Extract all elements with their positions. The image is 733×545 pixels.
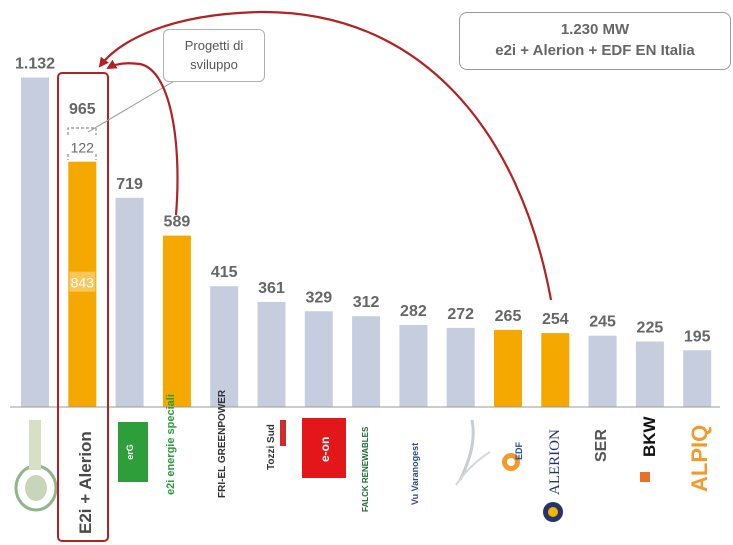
logo-ser: SER: [593, 429, 610, 462]
value-label-10: 265: [495, 308, 522, 325]
development-projects-box: Progetti di sviluppo: [163, 29, 265, 82]
bar-12-ser: [588, 335, 617, 407]
bar-9-unnamed: [446, 327, 475, 407]
value-labels-group: 1.132 965 719 589 415 361 329 312 282 272 265 254 24…: [15, 56, 711, 346]
stack-bracket: [67, 127, 97, 160]
stack-base-label-bg: [69, 271, 96, 292]
value-label-5: 361: [258, 280, 285, 297]
bar-11-alerion: [541, 333, 570, 407]
bar-5-tozzi-sud: [257, 301, 286, 407]
arrow-e2i-dev-to-e2i: [106, 59, 179, 216]
logo-edf: EDF: [502, 441, 524, 471]
bar-6-e-on: [304, 311, 333, 407]
logo-varanogest: Vu Varanogest: [410, 443, 420, 505]
callout-value: 1.230 MW: [560, 21, 630, 38]
logo-edf-text: EDF: [514, 441, 524, 460]
dev-box-line1: Progetti di: [184, 38, 244, 53]
bar-13-bkw: [635, 341, 664, 407]
category-label-e2i-alerion: E2i + Alerion: [76, 431, 95, 534]
stack-top-label: 122: [71, 140, 95, 156]
value-label-9: 272: [447, 306, 474, 323]
bar-0-unnamed: [21, 77, 49, 407]
value-label-14: 195: [684, 328, 711, 345]
logo-tozzi-text: Tozzi Sud: [266, 424, 277, 470]
logo-ser-text: SER: [593, 429, 610, 462]
value-label-2: 719: [116, 176, 143, 193]
highlight-frame: [57, 72, 109, 542]
value-label-6: 329: [305, 289, 332, 306]
value-label-4: 415: [211, 264, 238, 281]
logo-alerion: ALERION: [543, 429, 563, 522]
arrow-alerion-to-e2i: [98, 10, 553, 301]
logo-friel: FRI-EL GREENPOWER: [217, 389, 228, 498]
bar-10-edf: [494, 329, 522, 407]
bar-2-unnamed: [115, 197, 144, 407]
logo-faint: [455, 419, 491, 486]
value-label-3: 589: [164, 214, 191, 231]
value-label-13: 225: [637, 320, 664, 337]
logo-falck-text: FALCK RENEWABLES: [361, 426, 370, 512]
bar-4-fri-el-greenpower: [210, 286, 239, 407]
logo-alerion-text: ALERION: [547, 429, 563, 495]
bar-14-alpiq: [683, 350, 712, 407]
logo-alpiq-text: ALPIQ: [687, 425, 712, 492]
logo-e2i-text: e2i energie speciali: [165, 394, 177, 495]
value-label-11: 254: [542, 311, 569, 328]
company-logos: erG e2i energie speciali FRI-EL GREENPOW…: [14, 389, 712, 522]
value-label-12: 245: [589, 314, 616, 331]
total-capacity-callout: 1.230 MW e2i + Alerion + EDF EN Italia: [459, 12, 731, 70]
logo-alpiq: ALPIQ: [687, 425, 712, 492]
callout-description: e2i + Alerion + EDF EN Italia: [495, 42, 695, 59]
logo-varanogest-text: Vu Varanogest: [410, 443, 420, 505]
bar-8-vu-varanogest: [399, 324, 428, 407]
value-label-1: 965: [69, 101, 96, 118]
stack-base-label: 843: [71, 275, 95, 291]
logo-e2i: e2i energie speciali: [165, 394, 177, 495]
dev-box-leader: [87, 79, 177, 133]
value-label-8: 282: [400, 303, 427, 320]
bar-7-falck-renewables: [352, 316, 381, 407]
logo-friel-text: FRI-EL GREENPOWER: [217, 389, 228, 498]
value-label-0: 1.132: [15, 56, 55, 73]
logo-eon-text: e-on: [318, 437, 332, 462]
logo-erg: [14, 420, 58, 512]
logo-eon: e-on: [302, 418, 346, 478]
bar-3-e2i-energie-speciali: [162, 235, 191, 407]
svg-text:erG: erG: [125, 444, 135, 460]
logo-bkw-text: BKW: [640, 415, 659, 457]
logo-tozzi: Tozzi Sud: [266, 420, 286, 470]
logo-green-block: erG: [118, 422, 148, 482]
bars-group: 843 122: [21, 77, 712, 407]
logo-bkw: BKW: [640, 415, 659, 482]
value-label-7: 312: [353, 294, 380, 311]
dev-box-line2: sviluppo: [190, 57, 238, 72]
logo-falck: FALCK RENEWABLES: [361, 426, 370, 512]
